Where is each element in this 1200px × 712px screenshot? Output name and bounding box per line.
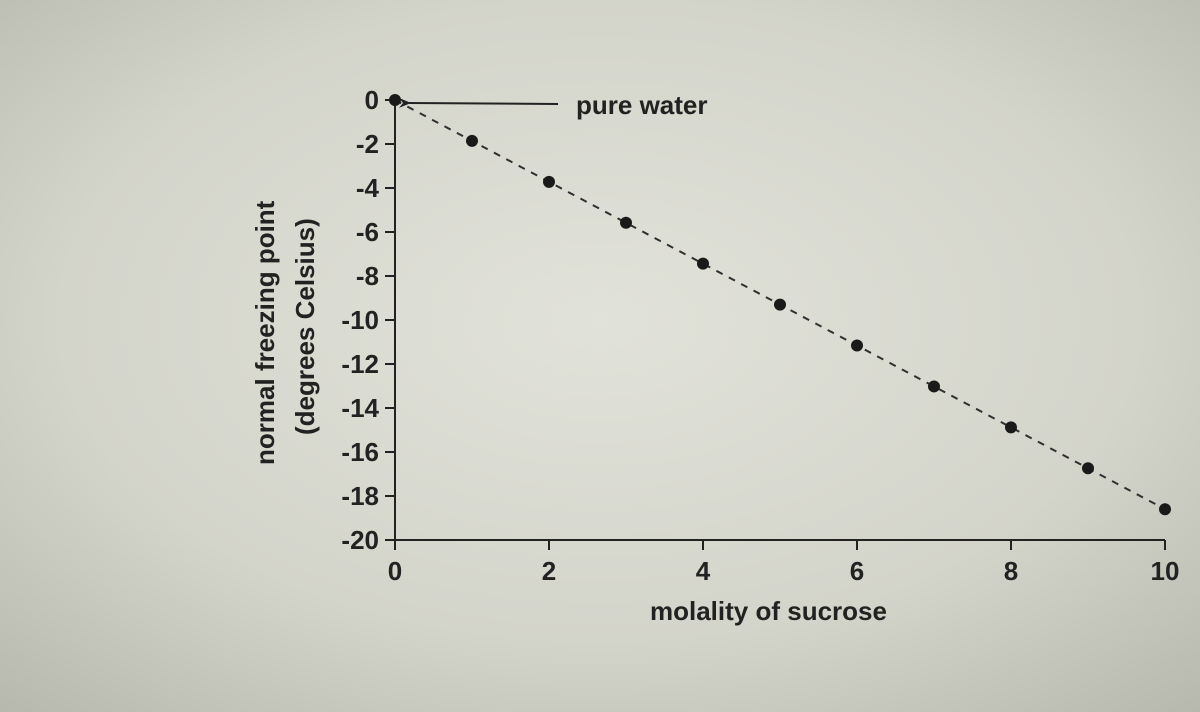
- y-tick-label: -16: [341, 437, 379, 468]
- x-tick-label: 10: [1145, 556, 1185, 587]
- chart-area: normal freezing point (degrees Celsius) …: [0, 0, 1200, 712]
- y-tick-label: 0: [365, 85, 379, 116]
- x-tick-label: 0: [375, 556, 415, 587]
- y-tick-label: -12: [341, 349, 379, 380]
- x-axis-label: molality of sucrose: [650, 596, 887, 627]
- page-root: Freezing point depression normal freezin…: [0, 0, 1200, 712]
- y-tick-label: -14: [341, 393, 379, 424]
- y-tick-label: -8: [356, 261, 379, 292]
- y-tick-label: -4: [356, 173, 379, 204]
- y-tick-label: -2: [356, 129, 379, 160]
- annotation-pure-water: pure water: [576, 90, 708, 121]
- y-tick-label: -18: [341, 481, 379, 512]
- y-tick-label: -10: [341, 305, 379, 336]
- x-tick-label: 6: [837, 556, 877, 587]
- y-axis-label-outer: normal freezing point: [250, 201, 281, 465]
- y-tick-label: -20: [341, 525, 379, 556]
- y-tick-label: -6: [356, 217, 379, 248]
- x-tick-label: 2: [529, 556, 569, 587]
- y-axis-label-inner: (degrees Celsius): [290, 218, 321, 435]
- x-tick-label: 8: [991, 556, 1031, 587]
- x-tick-label: 4: [683, 556, 723, 587]
